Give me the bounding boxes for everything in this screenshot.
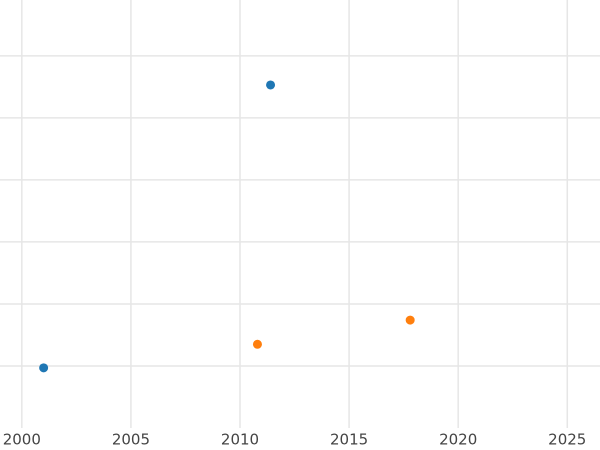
x-tick-label: 2010 xyxy=(221,431,259,449)
x-tick-label: 2020 xyxy=(439,431,477,449)
point xyxy=(252,339,262,349)
x-tick-label: 2025 xyxy=(548,431,586,449)
point xyxy=(405,315,415,325)
x-tick-label: 2005 xyxy=(112,431,150,449)
point xyxy=(39,363,49,373)
x-tick-label: 2015 xyxy=(330,431,368,449)
x-tick-label: 2000 xyxy=(3,431,41,449)
point xyxy=(266,80,276,90)
